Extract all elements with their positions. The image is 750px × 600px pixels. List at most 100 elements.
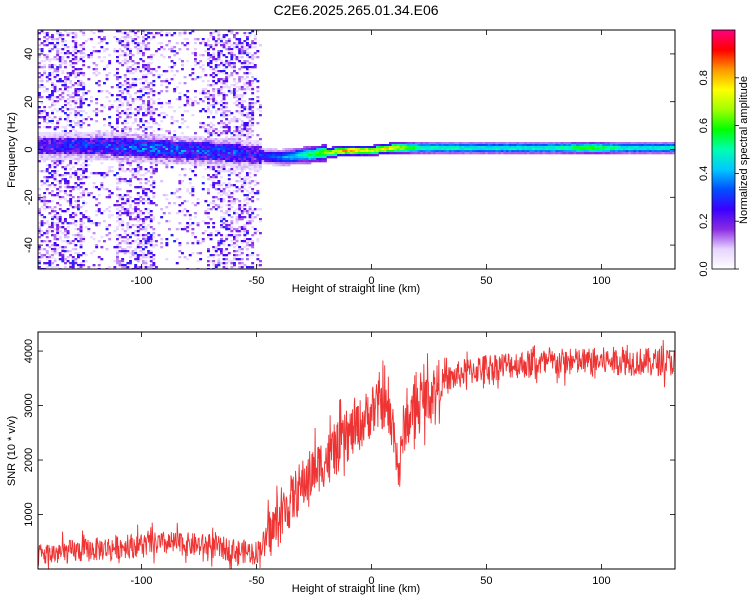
heatmap-cell	[40, 144, 44, 147]
heatmap-cell	[168, 100, 171, 103]
heatmap-cell	[207, 160, 210, 163]
heatmap-cell	[87, 150, 91, 153]
heatmap-cell	[51, 48, 54, 51]
heatmap-cell	[399, 150, 403, 153]
heatmap-cell	[212, 96, 216, 99]
heatmap-cell	[147, 102, 151, 105]
heatmap-cell	[64, 132, 67, 135]
heatmap-cell	[222, 124, 226, 127]
heatmap-cell	[456, 142, 460, 145]
heatmap-cell	[103, 132, 106, 135]
heatmap-cell	[136, 220, 140, 223]
heatmap-cell	[61, 106, 65, 109]
heatmap-cell	[147, 136, 151, 139]
heatmap-cell	[121, 224, 125, 227]
heatmap-cell	[191, 164, 195, 167]
heatmap-cell	[144, 30, 148, 33]
heatmap-cell	[526, 146, 530, 149]
heatmap-cell	[230, 164, 234, 167]
heatmap-cell	[256, 258, 260, 261]
heatmap-cell	[461, 146, 465, 149]
heatmap-cell	[129, 152, 132, 155]
heatmap-cell	[248, 158, 252, 161]
heatmap-cell	[118, 264, 122, 267]
heatmap-cell	[51, 92, 54, 95]
heatmap-cell	[207, 140, 210, 143]
heatmap-cell	[233, 212, 236, 215]
heatmap-cell	[105, 154, 109, 157]
heatmap-cell	[222, 212, 226, 215]
heatmap-cell	[545, 148, 548, 151]
heatmap-cell	[175, 212, 179, 215]
heatmap-cell	[225, 56, 229, 59]
heatmap-cell	[87, 148, 91, 151]
heatmap-cell	[420, 148, 424, 151]
heatmap-cell	[230, 44, 234, 47]
heatmap-cell	[207, 38, 210, 41]
heatmap-cell	[204, 150, 208, 153]
heatmap-cell	[71, 140, 75, 143]
heatmap-cell	[45, 164, 49, 167]
heatmap-cell	[285, 156, 288, 159]
heatmap-cell	[256, 96, 260, 99]
heatmap-cell	[103, 144, 106, 147]
heatmap-cell	[77, 184, 80, 187]
heatmap-cell	[144, 194, 148, 197]
heatmap-cell	[87, 164, 91, 167]
heatmap-cell	[311, 158, 314, 161]
heatmap-cell	[259, 162, 262, 165]
heatmap-cell	[196, 162, 200, 165]
heatmap-cell	[118, 146, 122, 149]
heatmap-cell	[77, 168, 80, 171]
heatmap-cell	[136, 106, 140, 109]
heatmap-cell	[45, 244, 49, 247]
heatmap-cell	[97, 208, 101, 211]
heatmap-cells	[38, 30, 675, 269]
heatmap-cell	[144, 152, 148, 155]
heatmap-cell	[90, 222, 93, 225]
heatmap-cell	[529, 148, 533, 151]
heatmap-cell	[194, 78, 197, 81]
heatmap-cell	[92, 134, 96, 137]
heatmap-cell	[230, 196, 234, 199]
heatmap-cell	[82, 52, 86, 55]
heatmap-cell	[40, 152, 44, 155]
heatmap-cell	[108, 146, 112, 149]
heatmap-cell	[160, 80, 164, 83]
heatmap-cell	[82, 94, 86, 97]
heatmap-cell	[134, 136, 138, 139]
heatmap-cell	[295, 152, 299, 155]
heatmap-cell	[71, 212, 75, 215]
heatmap-cell	[243, 246, 247, 249]
heatmap-cell	[134, 224, 138, 227]
heatmap-cell	[329, 148, 333, 151]
heatmap-cell	[550, 152, 554, 155]
heatmap-cell	[58, 226, 62, 229]
heatmap-cell	[123, 152, 127, 155]
heatmap-cell	[532, 150, 535, 153]
heatmap-cell	[235, 58, 239, 61]
heatmap-cell	[212, 94, 216, 97]
heatmap-cell	[43, 196, 47, 199]
heatmap-cell	[56, 216, 60, 219]
heatmap-cell	[243, 176, 247, 179]
heatmap-cell	[376, 146, 379, 149]
heatmap-cell	[240, 168, 244, 171]
heatmap-cell	[201, 158, 205, 161]
heatmap-cell	[552, 150, 556, 153]
heatmap-cell	[66, 138, 70, 141]
heatmap-cell	[324, 146, 327, 149]
heatmap-cell	[123, 142, 127, 145]
heatmap-cell	[129, 30, 132, 33]
heatmap-cell	[225, 266, 229, 269]
heatmap-cell	[147, 224, 151, 227]
heatmap-cell	[51, 176, 54, 179]
heatmap-cell	[238, 142, 242, 145]
heatmap-cell	[251, 98, 255, 101]
heatmap-cell	[38, 44, 41, 47]
heatmap-cell	[43, 40, 47, 43]
heatmap-cell	[277, 156, 281, 159]
heatmap-cell	[142, 42, 145, 45]
heatmap-cell	[136, 242, 140, 245]
heatmap-cell	[217, 90, 221, 93]
